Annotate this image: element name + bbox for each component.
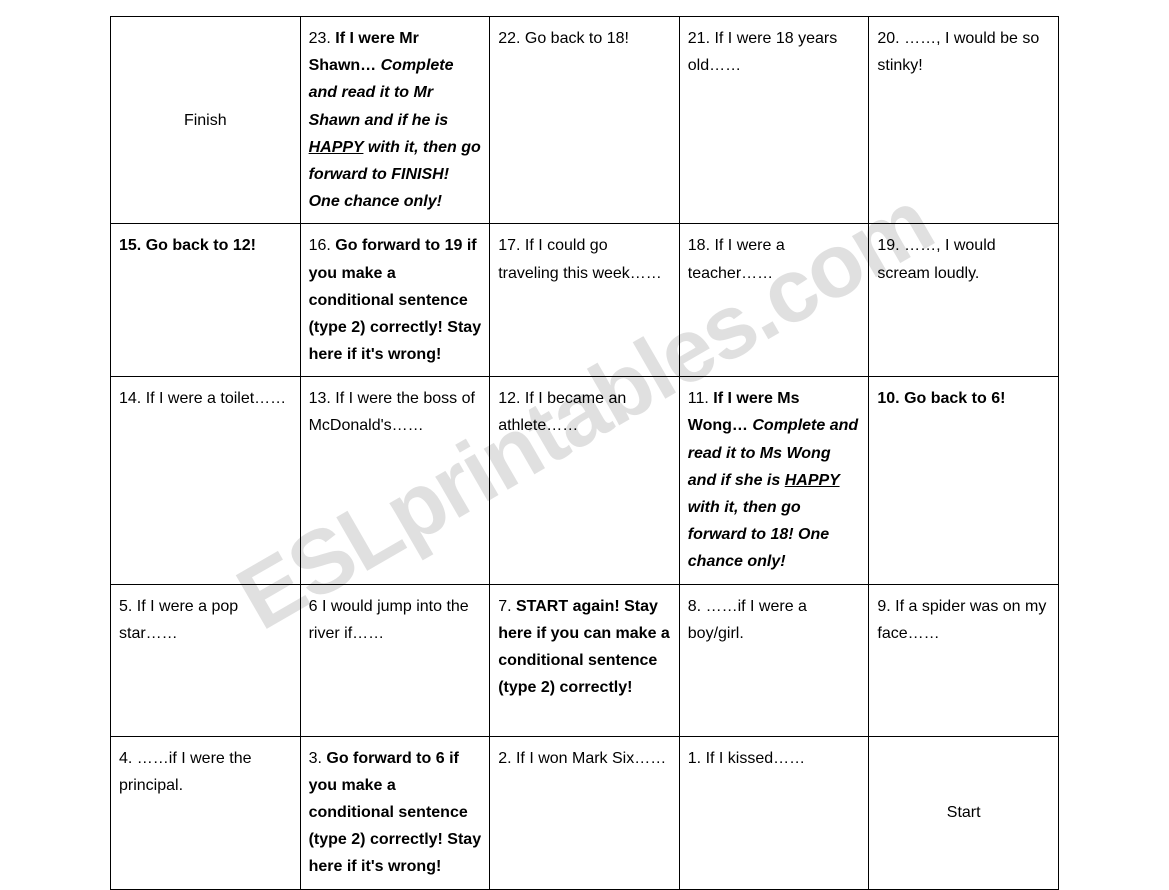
cell-15: 15. Go back to 12! — [111, 224, 301, 377]
cell-16: 16. Go forward to 19 if you make a condi… — [300, 224, 490, 377]
table-row: 15. Go back to 12! 16. Go forward to 19 … — [111, 224, 1059, 377]
cell-19: 19. ……, I would scream loudly. — [869, 224, 1059, 377]
cell-17: 17. If I could go traveling this week…… — [490, 224, 680, 377]
cell-1: 1. If I kissed…… — [679, 736, 869, 889]
cell-5: 5. If I were a pop star…… — [111, 584, 301, 736]
cell-22: 22. Go back to 18! — [490, 17, 680, 224]
cell-body: Complete and read it to Ms Wong and if s… — [688, 417, 858, 570]
finish-cell: Finish — [111, 17, 301, 224]
cell-body: START again! Stay here if you can make a… — [498, 598, 670, 697]
cell-happy: HAPPY — [309, 139, 364, 156]
cell-6: 6 I would jump into the river if…… — [300, 584, 490, 736]
cell-4: 4. ……if I were the principal. — [111, 736, 301, 889]
table-row: 5. If I were a pop star…… 6 I would jump… — [111, 584, 1059, 736]
game-board-table: Finish 23. If I were Mr Shawn… Complete … — [110, 16, 1059, 890]
table-row: 4. ……if I were the principal. 3. Go forw… — [111, 736, 1059, 889]
cell-body: Go forward to 6 if you make a conditiona… — [309, 750, 482, 876]
cell-happy: HAPPY — [785, 472, 840, 489]
cell-13: 13. If I were the boss of McDonald's…… — [300, 377, 490, 584]
cell-11: 11. If I were Ms Wong… Complete and read… — [679, 377, 869, 584]
cell-body-part2: with it, then go forward to 18! One chan… — [688, 499, 829, 570]
cell-2: 2. If I won Mark Six…… — [490, 736, 680, 889]
cell-number: 16. — [309, 237, 336, 254]
cell-21: 21. If I were 18 years old…… — [679, 17, 869, 224]
cell-number: 23. — [309, 30, 336, 47]
cell-number: 11. — [688, 390, 714, 407]
table-row: Finish 23. If I were Mr Shawn… Complete … — [111, 17, 1059, 224]
cell-14: 14. If I were a toilet…… — [111, 377, 301, 584]
cell-10: 10. Go back to 6! — [869, 377, 1059, 584]
cell-body: Go forward to 19 if you make a condition… — [309, 237, 482, 363]
cell-body: Complete and read it to Mr Shawn and if … — [309, 57, 481, 210]
start-cell: Start — [869, 736, 1059, 889]
cell-number: 7. — [498, 598, 516, 615]
cell-23: 23. If I were Mr Shawn… Complete and rea… — [300, 17, 490, 224]
cell-8: 8. ……if I were a boy/girl. — [679, 584, 869, 736]
cell-12: 12. If I became an athlete…… — [490, 377, 680, 584]
cell-number: 3. — [309, 750, 327, 767]
cell-20: 20. ……, I would be so stinky! — [869, 17, 1059, 224]
table-row: 14. If I were a toilet…… 13. If I were t… — [111, 377, 1059, 584]
cell-7: 7. START again! Stay here if you can mak… — [490, 584, 680, 736]
cell-3: 3. Go forward to 6 if you make a conditi… — [300, 736, 490, 889]
cell-9: 9. If a spider was on my face…… — [869, 584, 1059, 736]
cell-18: 18. If I were a teacher…… — [679, 224, 869, 377]
